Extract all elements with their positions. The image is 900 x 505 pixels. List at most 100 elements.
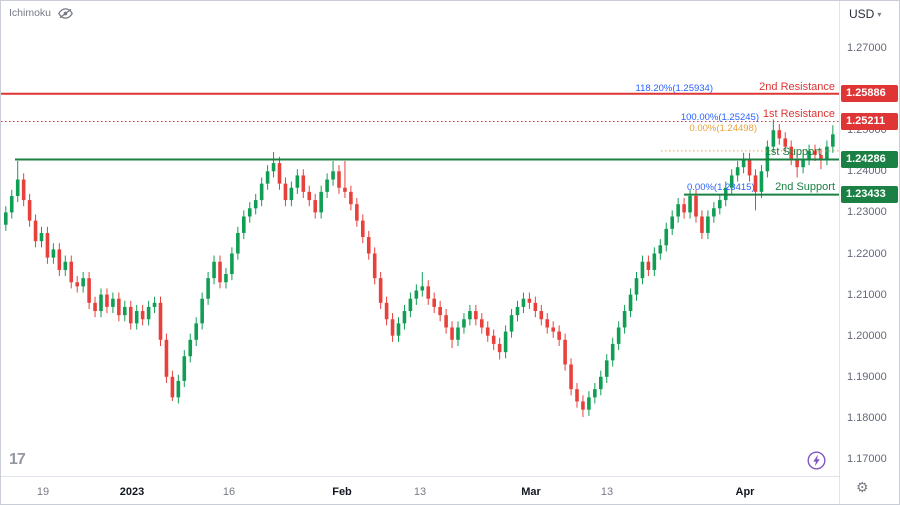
candle-body [253, 200, 258, 209]
candle-body [366, 237, 371, 254]
candle-body [718, 200, 722, 209]
candle-body [652, 253, 657, 270]
candle-body [247, 208, 252, 217]
time-label: Mar [521, 486, 541, 498]
price-tick: 1.18000 [847, 411, 887, 424]
candle-body [462, 319, 466, 328]
candle-body [331, 171, 335, 180]
candle-body [301, 175, 306, 192]
candle-body [408, 298, 413, 312]
price-level-badge-first-support: 1.24286 [841, 151, 898, 169]
candle-body [664, 228, 669, 246]
candle-body [545, 319, 550, 328]
candle-body [700, 216, 704, 233]
candle-body [599, 376, 603, 390]
candle-body [224, 274, 228, 283]
candle-body [87, 278, 91, 303]
candle-body [337, 171, 341, 188]
candle-body [164, 339, 169, 377]
level-label: 0.00%(1.24498) [689, 123, 757, 134]
price-tick: 1.22000 [847, 247, 887, 260]
candle-body [355, 204, 359, 221]
candle-body [343, 187, 347, 192]
settings-gear-icon[interactable]: ⚙ [856, 479, 869, 495]
candle-body [622, 311, 627, 328]
candle-body [759, 171, 764, 192]
candle-body [63, 261, 68, 270]
candle-body [295, 175, 300, 188]
candle-body [468, 311, 472, 320]
candle-body [741, 158, 746, 168]
level-label: 0.00%(1.23415) [687, 182, 755, 193]
price-level-badge-second-support: 1.23433 [841, 186, 898, 204]
level-label: 1st Support [764, 146, 821, 158]
candle-body [628, 294, 633, 312]
candle-body [45, 232, 50, 258]
candle-body [551, 327, 555, 332]
candle-body [33, 220, 38, 242]
candle-body [4, 212, 8, 225]
candle-body [789, 146, 793, 159]
candle-body [610, 343, 615, 361]
candle-body [123, 306, 127, 316]
candle-body [99, 294, 103, 312]
candle-body [509, 315, 514, 332]
chevron-down-icon: ▾ [877, 9, 882, 19]
candle-body [658, 245, 663, 254]
candle-body [581, 401, 585, 410]
time-label: 13 [413, 486, 427, 498]
candle-body [81, 278, 85, 287]
candle-body [557, 331, 561, 340]
candle-body [378, 278, 383, 303]
candle-body [432, 298, 436, 307]
candle-body [807, 150, 811, 159]
candle-body [456, 327, 460, 340]
candle-body [271, 163, 276, 172]
candle-body [265, 171, 270, 184]
candle-body [212, 261, 216, 279]
candle-body [200, 298, 204, 324]
candle-body [140, 311, 145, 320]
candle-body [236, 232, 240, 254]
candle-body [694, 195, 698, 217]
candle-body [527, 298, 532, 303]
price-tick: 1.17000 [847, 453, 887, 465]
candle-body [831, 134, 835, 147]
chart-plot-area[interactable]: 118.20%(1.25934) 2nd Resistance 100.00%(1.… [1, 1, 839, 476]
price-axis[interactable]: USD ▾ 1.27000 1.25000 1.24000 1.23000 1.2200… [839, 1, 899, 504]
time-axis[interactable]: 19 2023 16 Feb 13 Mar 13 Apr [1, 476, 839, 504]
candle-body [283, 183, 288, 201]
tradingview-logo[interactable]: 17 [9, 451, 26, 468]
candle-body [634, 278, 639, 295]
candle-body [230, 253, 234, 275]
candle-body [146, 306, 151, 320]
level-label: 2nd Resistance [759, 81, 835, 93]
candle-body [706, 216, 710, 233]
candle-body [372, 253, 377, 279]
price-tick: 1.20000 [847, 329, 887, 342]
price-tick: 1.23000 [847, 206, 887, 219]
indicator-legend[interactable]: Ichimoku [9, 7, 73, 19]
candle-body [319, 191, 323, 213]
candle-body [361, 220, 365, 238]
candle-body [325, 179, 329, 192]
indicator-name[interactable]: Ichimoku [9, 7, 52, 19]
candle-body [729, 175, 734, 188]
candle-body [176, 380, 181, 398]
candle-body [75, 282, 79, 287]
candle-body [438, 306, 442, 316]
candlestick-chart [1, 92, 839, 418]
price-tick: 1.24000 [847, 165, 887, 178]
lightning-boost-button[interactable] [807, 451, 826, 470]
price-tick: 1.27000 [847, 42, 887, 54]
candle-body [128, 306, 133, 324]
candle-body [593, 389, 597, 398]
candle-body [491, 335, 496, 344]
candle-body [688, 195, 692, 213]
currency-selector[interactable]: USD ▾ [849, 7, 881, 21]
eye-off-icon[interactable] [58, 7, 73, 19]
candle-body [152, 302, 157, 307]
candle-body [396, 323, 401, 336]
level-label: 100.00%(1.25245) [680, 112, 759, 123]
